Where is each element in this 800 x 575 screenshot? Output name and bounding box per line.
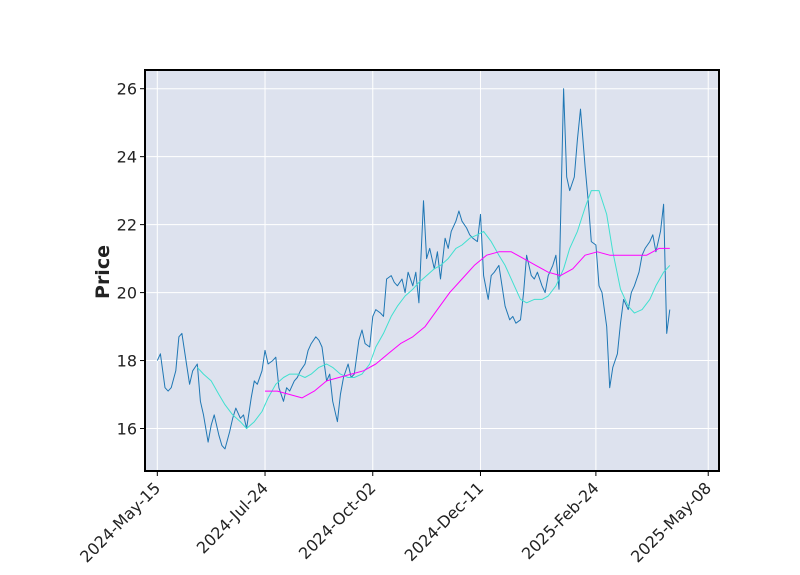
y-tick-label: 16 [117,420,137,439]
plot-frame [144,69,720,472]
x-tick-label: 2024-May-15 [76,478,164,566]
y-tick-label: 26 [117,80,137,99]
series-line-ma_short [196,190,671,429]
x-tick-label: 2024-Jul-24 [193,478,272,557]
series-lines [156,88,671,450]
x-tick-label: 2025-Feb-24 [518,478,603,563]
series-line-close [156,88,671,450]
y-tick-label: 24 [117,148,137,167]
series-line-ma_long [265,247,670,399]
y-tick-label: 20 [117,284,137,303]
x-tick-label: 2024-Dec-11 [401,478,488,565]
y-tick-label: 18 [117,352,137,371]
y-axis-title: Price [92,245,114,299]
y-tick-label: 22 [117,216,137,235]
x-tick-label: 2024-Oct-02 [295,478,380,563]
grid-lines [145,70,719,471]
x-tick-label: 2025-May-08 [627,478,715,566]
